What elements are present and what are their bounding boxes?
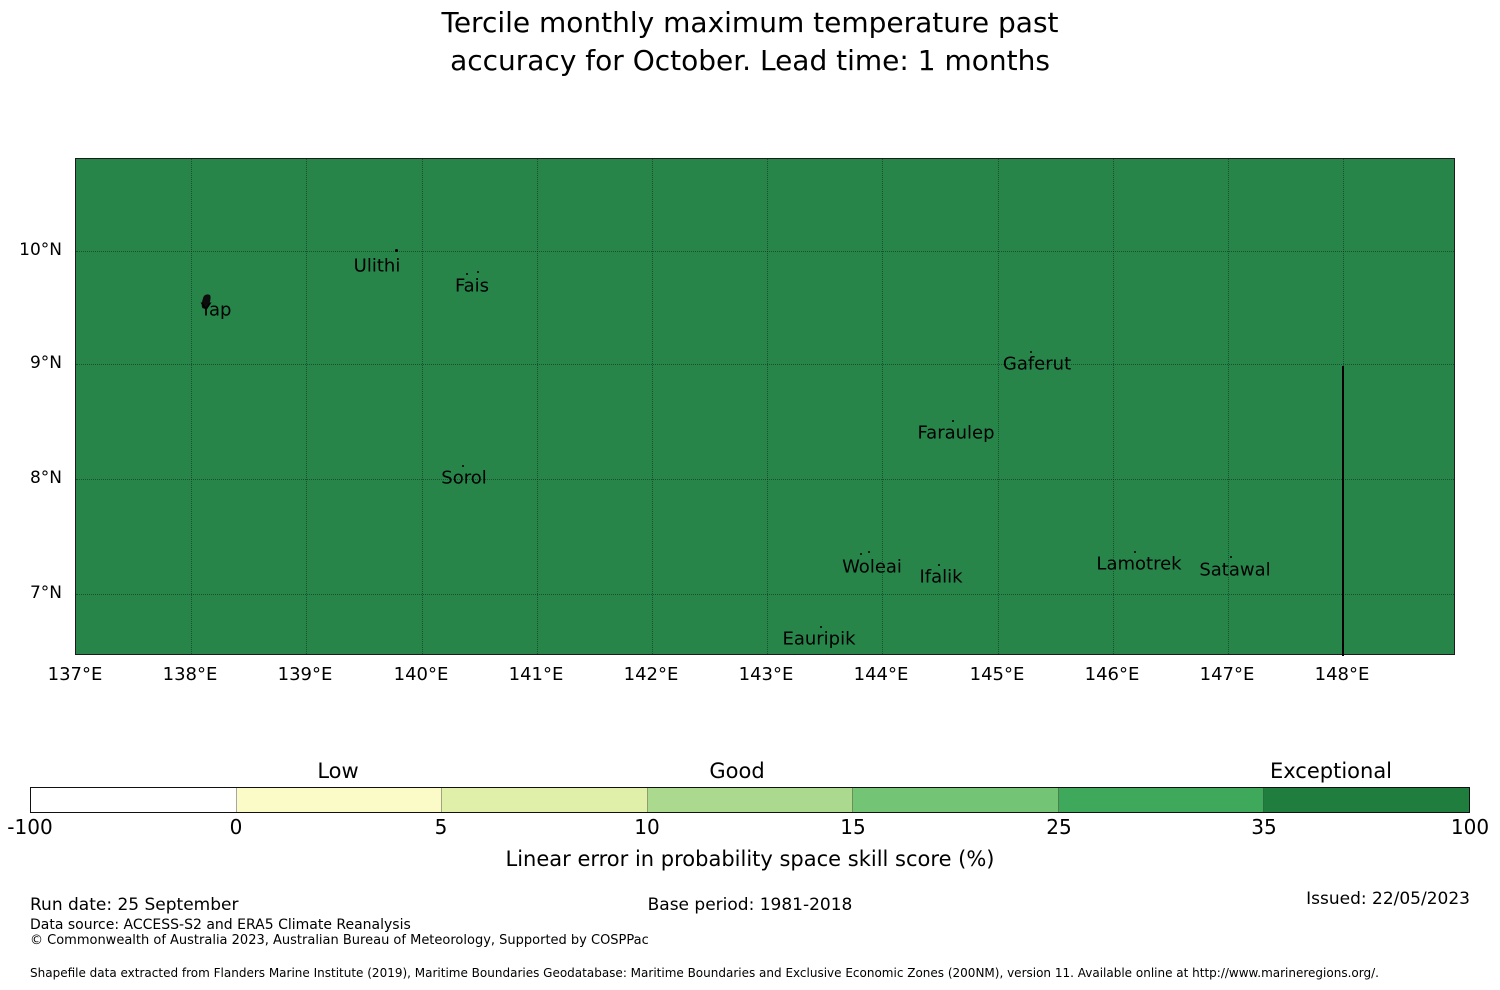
x-tick-label: 142°E (623, 664, 679, 685)
island-marker-ulithi (395, 249, 398, 252)
gridline-vertical (882, 159, 883, 654)
colorbar-segment (1058, 788, 1265, 812)
x-tick-label: 140°E (393, 664, 449, 685)
y-tick-label: 8°N (29, 468, 62, 488)
run-date-text: Run date: 25 September (30, 895, 239, 915)
gridline-horizontal (76, 594, 1454, 595)
island-marker-fais (477, 271, 479, 273)
colorbar-tick: 0 (229, 815, 243, 839)
title-line-2: accuracy for October. Lead time: 1 month… (450, 44, 1050, 77)
island-marker-faraulep (952, 420, 954, 422)
gridline-vertical (767, 159, 768, 654)
x-tick-label: 138°E (162, 664, 218, 685)
island-marker-eauripik (820, 626, 822, 628)
data-source-text: Data source: ACCESS-S2 and ERA5 Climate … (30, 917, 411, 933)
gridline-horizontal (76, 251, 1454, 252)
island-label-faraulep: Faraulep (917, 422, 995, 444)
x-tick-label: 141°E (508, 664, 564, 685)
y-tick-label: 9°N (29, 353, 62, 373)
island-label-sorol: Sorol (441, 467, 487, 489)
island-label-ulithi: Ulithi (353, 255, 401, 277)
island-label-woleai: Woleai (842, 556, 902, 578)
title-line-1: Tercile monthly maximum temperature past (441, 6, 1059, 39)
island-marker-woleai (860, 553, 862, 555)
x-tick-label: 143°E (738, 664, 794, 685)
island-label-eauripik: Eauripik (782, 628, 856, 650)
colorbar-category-low: Low (317, 759, 359, 783)
colorbar (30, 787, 1470, 813)
gridline-horizontal (76, 364, 1454, 365)
colorbar-segment (442, 788, 648, 812)
x-tick-label: 146°E (1084, 664, 1140, 685)
maritime-boundary-line (1342, 366, 1344, 656)
gridline-vertical (191, 159, 192, 654)
x-tick-label: 139°E (277, 664, 333, 685)
colorbar-category-good: Good (709, 759, 765, 783)
gridline-vertical (537, 159, 538, 654)
colorbar-segment (236, 788, 443, 812)
colorbar-category-exceptional: Exceptional (1269, 759, 1393, 783)
island-label-fais: Fais (454, 275, 490, 297)
colorbar-axis-label: Linear error in probability space skill … (505, 847, 995, 871)
y-tick-label: 10°N (19, 240, 62, 260)
gridline-vertical (422, 159, 423, 654)
y-tick-label: 7°N (29, 583, 62, 603)
gridline-vertical (1113, 159, 1114, 654)
island-label-lamotrek: Lamotrek (1096, 553, 1182, 575)
issued-date-text: Issued: 22/05/2023 (1306, 889, 1470, 909)
island-label-satawal: Satawal (1199, 559, 1271, 581)
gridline-vertical (1228, 159, 1229, 654)
island-label-gaferut: Gaferut (1002, 353, 1072, 375)
island-marker-woleai (868, 551, 870, 553)
island-label-ifalik: Ifalik (919, 566, 963, 588)
island-marker-lamotrek (1134, 551, 1136, 553)
x-tick-label: 145°E (969, 664, 1025, 685)
gridline-horizontal (76, 479, 1454, 480)
colorbar-tick: 100 (1450, 815, 1490, 839)
x-tick-label: 148°E (1314, 664, 1370, 685)
gridline-vertical (998, 159, 999, 654)
shapefile-note: Shapefile data extracted from Flanders M… (30, 966, 1379, 980)
gridline-vertical (306, 159, 307, 654)
colorbar-segment (853, 788, 1059, 812)
island-marker-gaferut (1030, 351, 1032, 353)
copyright-text: © Commonwealth of Australia 2023, Austra… (30, 933, 649, 948)
colorbar-segment (31, 788, 237, 812)
island-marker-sorol (462, 465, 464, 467)
gridline-vertical (652, 159, 653, 654)
colorbar-segment (647, 788, 854, 812)
colorbar-segment (1264, 788, 1470, 812)
page-title: Tercile monthly maximum temperature past… (0, 4, 1500, 80)
colorbar-tick: 25 (1046, 815, 1072, 839)
island-label-yap: Yap (200, 299, 232, 321)
island-marker-fais (466, 273, 468, 275)
base-period-text: Base period: 1981-2018 (647, 895, 853, 915)
colorbar-tick: 35 (1251, 815, 1277, 839)
x-tick-label: 147°E (1199, 664, 1255, 685)
map-area: Ulithi Fais Yap Gaferut Faraulep Sorol W… (75, 158, 1455, 656)
x-tick-label: 144°E (853, 664, 909, 685)
colorbar-tick: 15 (840, 815, 866, 839)
colorbar-tick: 5 (434, 815, 448, 839)
colorbar-tick: -100 (7, 815, 53, 839)
colorbar-tick: 10 (634, 815, 660, 839)
x-tick-label: 137°E (47, 664, 103, 685)
island-marker-ifalik (938, 564, 940, 566)
island-marker-satawal (1230, 556, 1232, 558)
